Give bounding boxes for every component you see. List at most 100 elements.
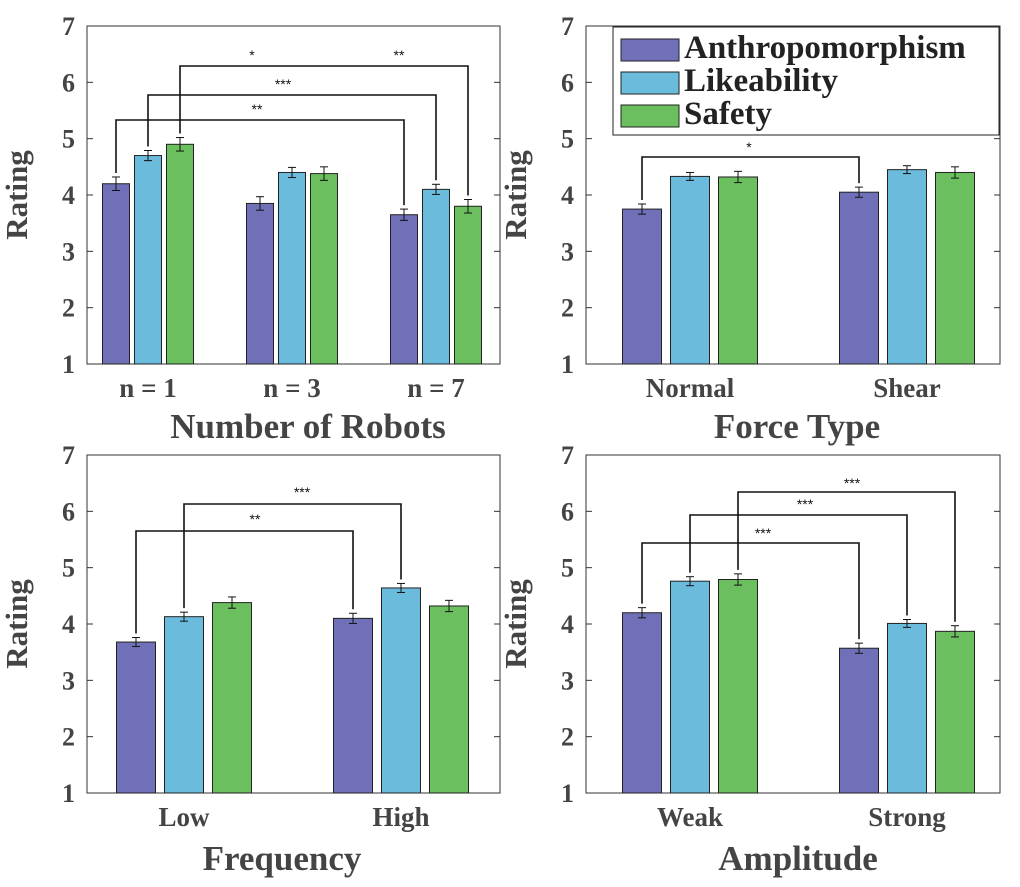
- bar-safety-0: [166, 143, 194, 365]
- chart-amplitude: 1 2 3 4 5 6 7 Rating Weak Strong Amplitude *** *** **…: [498, 441, 1001, 878]
- bar-anthropomorphism-0: [622, 208, 662, 365]
- bar-safety-1: [310, 173, 338, 365]
- y-tick-label: 4: [561, 181, 574, 210]
- significance-label: ***: [797, 496, 814, 512]
- bar-likeability-0: [164, 616, 204, 794]
- legend-label-anthropomorphism: Anthropomorphism: [684, 30, 966, 66]
- bar-anthropomorphism-2: [390, 214, 418, 365]
- significance-label: ***: [755, 525, 772, 541]
- x-tick-label: Shear: [873, 373, 941, 403]
- significance-label: **: [394, 47, 405, 63]
- y-axis-label: Rating: [498, 150, 533, 240]
- chart-number-of-robots: 1 2 3 4 5 6 7 Rating n = 1 n = 3 n = 7 Number of Ro…: [0, 12, 501, 446]
- x-axis-label: Number of Robots: [170, 407, 445, 446]
- legend-swatch-safety: [620, 104, 680, 128]
- y-tick-label: 6: [62, 68, 75, 97]
- bar-anthropomorphism-0: [102, 183, 130, 365]
- x-tick-label: Low: [158, 802, 210, 832]
- significance-bracket: [641, 542, 860, 640]
- legend-swatch-likeability: [620, 71, 680, 95]
- x-tick-label: Strong: [868, 802, 946, 832]
- y-tick-label: 1: [62, 350, 75, 379]
- x-tick-label: High: [372, 802, 429, 832]
- y-tick-label: 7: [561, 441, 574, 470]
- significance-label: **: [252, 101, 263, 117]
- bar-safety-2: [454, 205, 482, 365]
- y-tick-label: 4: [561, 610, 574, 639]
- significance-bracket: [737, 491, 956, 622]
- y-tick-label: 1: [561, 779, 574, 808]
- y-tick-label: 6: [561, 68, 574, 97]
- bar-safety-0: [718, 578, 758, 794]
- bar-likeability-0: [134, 155, 162, 365]
- bar-anthropomorphism-0: [622, 612, 662, 794]
- bar-safety-0: [212, 602, 252, 794]
- significance-bracket: [641, 156, 860, 201]
- x-tick-label: Weak: [657, 802, 723, 832]
- y-tick-label: 4: [62, 610, 75, 639]
- significance-label: *: [249, 47, 255, 63]
- bar-anthropomorphism-1: [839, 647, 879, 794]
- x-axis-label: Force Type: [714, 407, 880, 446]
- y-tick-label: 6: [561, 497, 574, 526]
- y-tick-label: 7: [561, 12, 574, 41]
- bar-safety-0: [718, 176, 758, 365]
- y-axis-label: Rating: [498, 579, 533, 669]
- y-axis-label: Rating: [0, 579, 34, 669]
- significance-label: ***: [844, 475, 861, 491]
- y-tick-label: 5: [561, 125, 574, 154]
- significance-bracket: [689, 514, 908, 616]
- y-tick-label: 7: [62, 441, 75, 470]
- y-tick-label: 2: [62, 723, 75, 752]
- x-tick-label: n = 7: [407, 373, 464, 403]
- legend-swatch-anthropomorphism: [620, 38, 680, 62]
- y-tick-label: 6: [62, 497, 75, 526]
- bar-likeability-1: [278, 171, 306, 365]
- significance-label: ***: [275, 76, 292, 92]
- y-tick-label: 7: [62, 12, 75, 41]
- legend-label-likeability: Likeability: [684, 63, 839, 99]
- significance-label: ***: [294, 484, 311, 500]
- significance-bracket: [179, 65, 469, 196]
- bar-likeability-1: [887, 169, 927, 365]
- bar-safety-1: [935, 630, 975, 794]
- y-tick-label: 2: [561, 294, 574, 323]
- y-tick-label: 1: [561, 350, 574, 379]
- bar-safety-1: [935, 171, 975, 365]
- bar-likeability-0: [670, 580, 710, 794]
- bar-likeability-2: [422, 188, 450, 365]
- bar-likeability-1: [381, 587, 421, 794]
- bar-likeability-1: [887, 622, 927, 794]
- significance-label: **: [250, 511, 261, 527]
- y-tick-label: 3: [62, 237, 75, 266]
- y-tick-label: 3: [561, 237, 574, 266]
- x-axis-label: Frequency: [203, 839, 362, 878]
- y-tick-label: 5: [62, 125, 75, 154]
- significance-bracket: [135, 530, 354, 634]
- bar-safety-1: [429, 605, 469, 794]
- y-tick-label: 5: [561, 554, 574, 583]
- y-tick-label: 3: [561, 666, 574, 695]
- legend-label-safety: Safety: [684, 96, 772, 132]
- bar-anthropomorphism-1: [246, 202, 274, 365]
- bar-anthropomorphism-0: [116, 641, 156, 794]
- x-axis-label: Amplitude: [718, 839, 877, 878]
- x-tick-label: n = 1: [119, 373, 176, 403]
- significance-label: *: [746, 139, 752, 155]
- bar-anthropomorphism-1: [839, 191, 879, 365]
- y-tick-label: 1: [62, 779, 75, 808]
- significance-bracket: [183, 503, 402, 609]
- significance-bracket: [115, 119, 405, 206]
- x-tick-label: n = 3: [263, 373, 320, 403]
- y-axis-label: Rating: [0, 150, 34, 240]
- y-tick-label: 4: [62, 181, 75, 210]
- y-tick-label: 2: [561, 723, 574, 752]
- y-tick-label: 5: [62, 554, 75, 583]
- x-tick-label: Normal: [646, 373, 735, 403]
- chart-force-type: 1 2 3 4 5 6 7 Rating Normal Shear Force Type * Anthr…: [498, 12, 1001, 446]
- bar-likeability-0: [670, 175, 710, 365]
- bar-anthropomorphism-1: [333, 617, 373, 794]
